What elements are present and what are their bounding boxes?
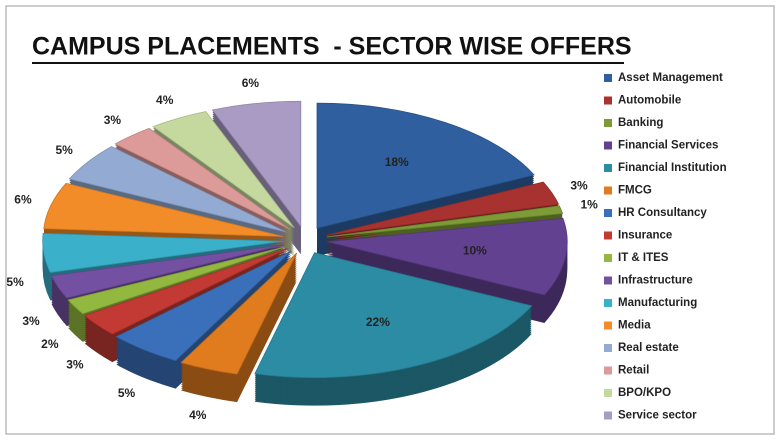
legend-swatch [604, 276, 612, 285]
legend-label: Financial Institution [618, 162, 727, 174]
legend-label: FMCG [618, 185, 652, 197]
data-label: 1% [581, 197, 599, 211]
data-label: 3% [104, 113, 122, 127]
data-label: 2% [41, 337, 59, 351]
legend-swatch [604, 186, 612, 195]
data-label: 5% [118, 386, 136, 400]
slice [50, 244, 285, 299]
legend-label: IT & ITES [618, 252, 669, 264]
legend-swatch [604, 96, 612, 105]
chart-title: CAMPUS PLACEMENTS - SECTOR WISE OFFERS [32, 33, 632, 61]
legend-label: Financial Services [618, 140, 718, 152]
data-label: 3% [570, 178, 588, 192]
slice [316, 102, 535, 229]
legend-label: Manufacturing [618, 297, 697, 309]
slice [327, 217, 568, 296]
data-label: 6% [14, 193, 32, 207]
legend-label: Banking [618, 117, 663, 129]
legend-label: Real estate [618, 342, 679, 354]
slice [115, 250, 292, 362]
legend-label: Automobile [618, 95, 681, 107]
slice [114, 127, 291, 230]
data-label: 18% [385, 155, 409, 169]
data-label: 3% [22, 314, 40, 328]
slice [43, 182, 284, 237]
data-label: 5% [6, 275, 24, 289]
slice [67, 246, 286, 315]
legend-swatch [604, 141, 612, 150]
legend-swatch [604, 411, 612, 420]
data-label: 3% [66, 358, 84, 372]
legend-label: Media [618, 320, 651, 332]
legend-swatch [604, 119, 612, 127]
legend-swatch [604, 389, 612, 397]
slice [325, 181, 560, 236]
data-label: 22% [366, 315, 390, 329]
legend-swatch [604, 344, 612, 352]
legend-swatch [604, 231, 612, 240]
legend-swatch [604, 74, 612, 82]
legend-swatch [604, 164, 612, 172]
legend-label: HR Consultancy [618, 207, 707, 219]
slice [83, 248, 288, 335]
legend-swatch [604, 366, 612, 375]
data-label: 5% [55, 143, 73, 157]
slice [68, 146, 287, 233]
slice [152, 111, 295, 229]
slice [180, 252, 298, 375]
data-label: 6% [242, 76, 260, 90]
legend-swatch [604, 209, 612, 217]
legend-label: Insurance [618, 230, 672, 242]
data-label: 10% [463, 244, 487, 258]
data-label: 4% [156, 93, 174, 107]
slice [42, 233, 283, 273]
legend-swatch [604, 321, 612, 330]
legend-label: Infrastructure [618, 275, 693, 287]
legend-swatch [604, 299, 612, 307]
legend-swatch [604, 254, 612, 262]
legend-label: Retail [618, 365, 649, 377]
slice [254, 252, 533, 379]
slice [211, 100, 302, 228]
legend-label: BPO/KPO [618, 387, 671, 399]
legend-label: Service sector [618, 410, 697, 422]
slice [326, 205, 564, 238]
legend-label: Asset Management [618, 72, 723, 84]
data-label: 4% [189, 408, 207, 422]
